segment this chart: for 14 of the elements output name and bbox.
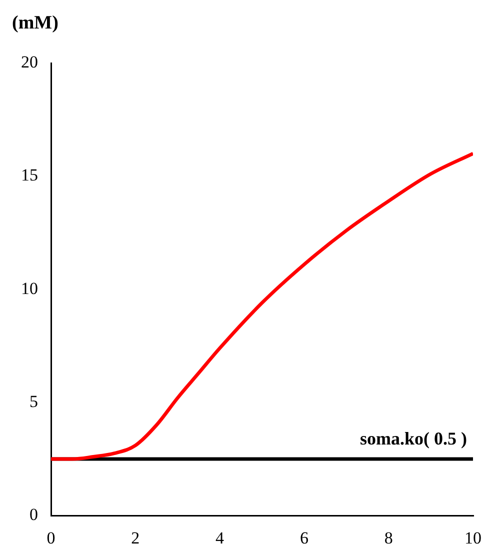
x-tick-label: 6 [300, 528, 308, 548]
y-tick-label: 0 [30, 505, 38, 524]
x-tick-label: 4 [216, 528, 225, 548]
line-series [51, 152, 473, 461]
y-tick-label: 10 [21, 278, 38, 298]
x-tick-label: 2 [131, 528, 140, 548]
y-tick-label: 20 [21, 52, 38, 72]
x-tick-label: 8 [384, 528, 393, 548]
series-label: soma.ko( 0.5 ) [360, 428, 468, 449]
y-tick-label: 15 [21, 166, 38, 185]
x-tick-label: 10 [464, 528, 482, 548]
y-tick-label: 5 [30, 392, 38, 411]
y-axis-title: (mM) [12, 12, 58, 34]
x-tick-label: 0 [46, 528, 56, 548]
